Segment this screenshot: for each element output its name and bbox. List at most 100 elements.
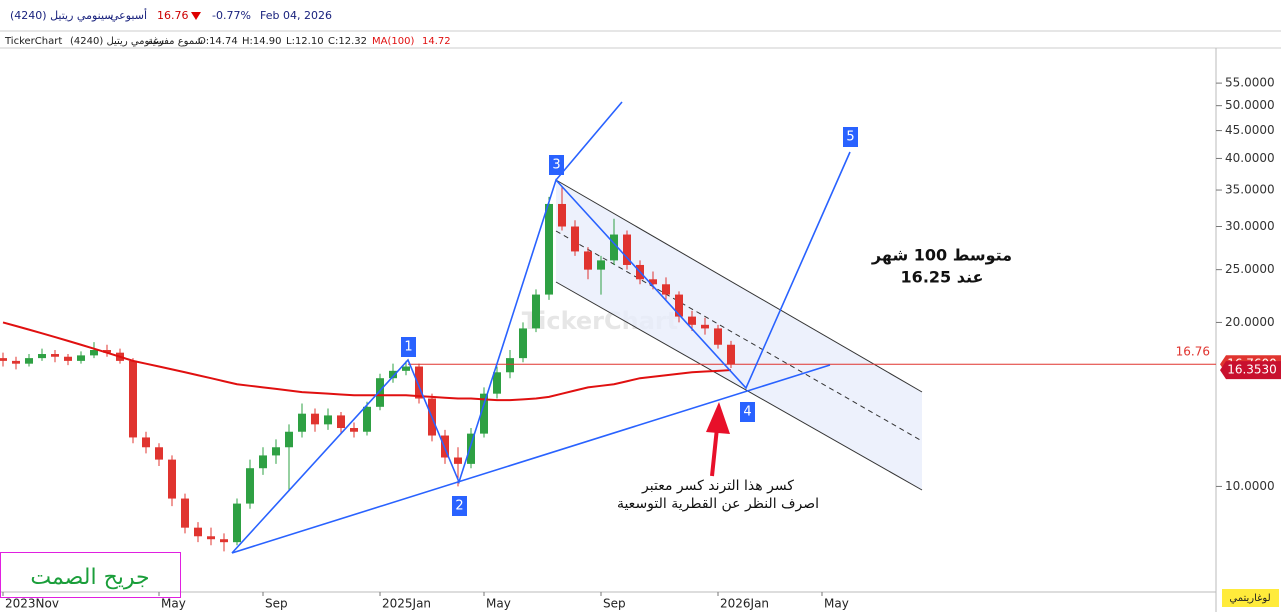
x-tick-label: May xyxy=(161,597,186,611)
candle-style: شموع مفرغة xyxy=(148,36,203,47)
candle-body xyxy=(259,455,267,469)
candle-body xyxy=(51,354,59,357)
channel-mid xyxy=(555,230,923,442)
wave-label-box xyxy=(740,402,755,422)
symbol: سينومي ريتيل (4240) xyxy=(10,9,114,22)
candle-body xyxy=(545,203,553,295)
ohlc-open: O:14.74 xyxy=(198,36,238,47)
candle-body xyxy=(324,415,332,425)
candle-body xyxy=(376,378,384,407)
candle-body xyxy=(649,279,657,285)
wave-label: 1 xyxy=(404,340,412,355)
candle-body xyxy=(662,284,670,295)
wave-label-box xyxy=(452,496,467,516)
arrow-head xyxy=(706,402,730,434)
candle-body xyxy=(506,358,514,373)
wave-path xyxy=(231,151,851,554)
y-tick-label: 25.0000 xyxy=(1225,262,1275,276)
annotation: كسر هذا الترند كسر معتبر xyxy=(641,478,794,494)
y-tick-label: 10.0000 xyxy=(1225,479,1275,493)
x-tick-label: May xyxy=(486,597,511,611)
candle-body xyxy=(142,437,150,448)
y-tick-label: 40.0000 xyxy=(1225,151,1275,165)
x-tick-label: 2023Nov xyxy=(5,597,59,611)
scale-mode-box xyxy=(1222,589,1279,607)
trend-line xyxy=(231,364,831,554)
candle-body xyxy=(714,328,722,345)
candle-body xyxy=(558,203,566,227)
price-tag-label: 16.3530 xyxy=(1227,363,1277,377)
candle-body xyxy=(493,372,501,394)
x-tick-label: 2025Jan xyxy=(382,597,431,611)
signature-box xyxy=(0,552,181,598)
date: Feb 04, 2026 xyxy=(260,9,332,22)
down-arrow xyxy=(191,12,201,20)
y-tick-label: 20.0000 xyxy=(1225,315,1275,329)
candle-body xyxy=(181,498,189,528)
wave-label-box xyxy=(843,127,858,147)
candle-body xyxy=(571,226,579,252)
annotation: متوسط 100 شهر xyxy=(871,246,1012,265)
arrow-shaft xyxy=(710,427,719,477)
wave-label: 3 xyxy=(552,158,560,173)
candle-body xyxy=(415,366,423,399)
wave-extension xyxy=(555,101,623,181)
period: أسبوعي xyxy=(110,8,147,22)
y-tick-label: 55.0000 xyxy=(1225,76,1275,90)
y-tick-label: 35.0000 xyxy=(1225,183,1275,197)
change: -0.77% xyxy=(212,9,251,22)
candle-body xyxy=(233,503,241,543)
y-tick-label: 30.0000 xyxy=(1225,219,1275,233)
candle-body xyxy=(155,447,163,460)
symbol-short: سينومي ريتيل (4240) xyxy=(70,36,164,47)
candle-body xyxy=(64,356,72,361)
candle-body xyxy=(467,433,475,464)
candle-body xyxy=(532,294,540,329)
candle-body xyxy=(77,355,85,361)
price-line-label: 16.76 xyxy=(1176,345,1210,359)
candle-body xyxy=(311,413,319,425)
candle-body xyxy=(727,344,735,365)
candle-body xyxy=(103,350,111,353)
x-tick-label: May xyxy=(824,597,849,611)
ma-value: 14.72 xyxy=(422,36,451,47)
candle-body xyxy=(350,428,358,432)
candle-body xyxy=(12,360,20,364)
x-tick-label: Sep xyxy=(265,597,288,611)
annotation: عند 16.25 xyxy=(901,268,984,287)
candle-body xyxy=(25,358,33,364)
channel-lower xyxy=(555,281,923,491)
plot xyxy=(0,186,1216,552)
ohlc-low: L:12.10 xyxy=(286,36,324,47)
candle-body xyxy=(402,366,410,371)
wave-label-box xyxy=(401,337,416,357)
wave-label: 2 xyxy=(455,499,463,514)
candle-body xyxy=(363,406,371,432)
annotation: اصرف النظر عن القطرية التوسعية xyxy=(617,496,819,512)
scale-mode: لوغاريتمي xyxy=(1229,593,1270,604)
candle-body xyxy=(272,447,280,456)
candle-body xyxy=(688,316,696,325)
candle-body xyxy=(454,457,462,464)
candle-body xyxy=(0,358,7,361)
wave-label-box xyxy=(549,155,564,175)
source: TickerChart xyxy=(4,36,62,47)
ma-line xyxy=(2,321,732,402)
price: 16.76 xyxy=(157,9,189,22)
price-tag xyxy=(1220,361,1281,380)
channel-fill xyxy=(556,180,922,490)
candle-body xyxy=(389,370,397,379)
candle-body xyxy=(207,536,215,540)
x-tick-label: 2026Jan xyxy=(720,597,769,611)
candle-body xyxy=(480,393,488,434)
candle-body xyxy=(519,328,527,359)
x-tick-label: Sep xyxy=(603,597,626,611)
ma-name: MA(100) xyxy=(372,36,414,47)
candle-body xyxy=(610,234,618,261)
y-tick-label: 50.0000 xyxy=(1225,98,1275,112)
y-tick-label: 45.0000 xyxy=(1225,123,1275,137)
candle-body xyxy=(194,527,202,537)
candle-body xyxy=(246,468,254,504)
candle-body xyxy=(701,324,709,329)
